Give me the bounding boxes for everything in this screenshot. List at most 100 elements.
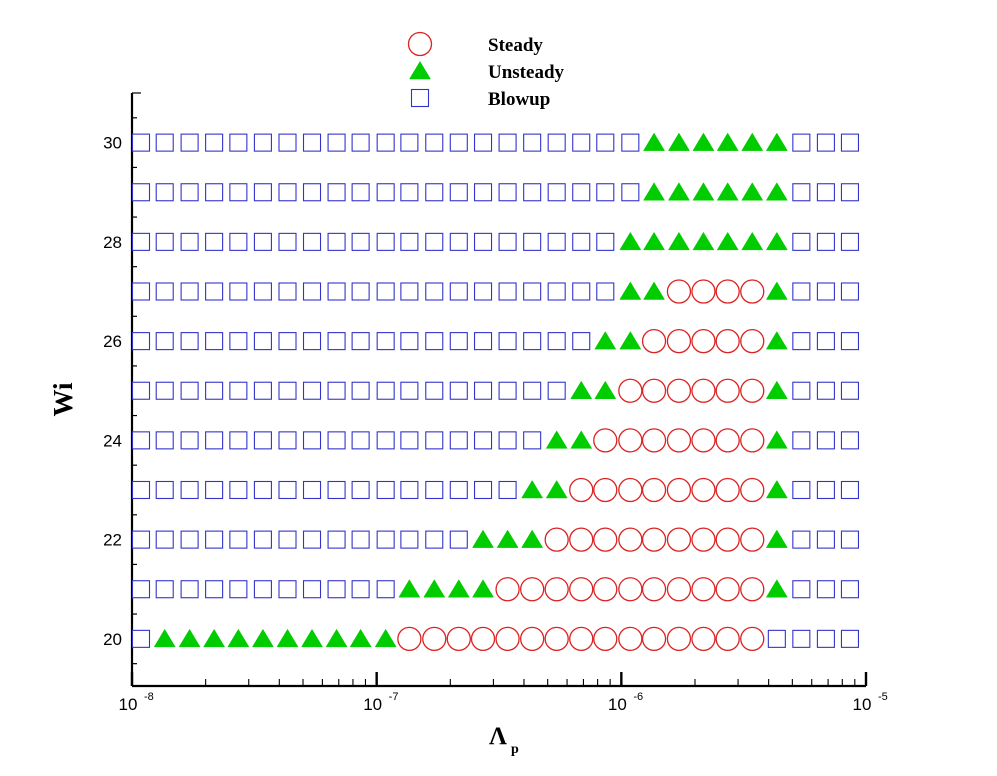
marker-triangle [472,579,494,598]
marker-square [449,332,468,351]
marker-triangle [765,529,788,548]
marker-square [498,183,517,202]
marker-triangle [716,132,739,151]
marker-square [351,332,370,351]
marker-square [302,332,322,351]
marker-circle [495,626,520,652]
marker-square [840,431,860,450]
marker-triangle [741,231,764,251]
marker-circle [740,477,765,503]
marker-square [400,381,419,400]
marker-circle [593,477,618,503]
marker-triangle [276,628,299,648]
marker-square [425,232,444,251]
marker-square [302,282,322,301]
marker-circle [446,626,471,652]
marker-square [816,183,835,202]
marker-square [792,381,811,400]
marker-square [400,480,419,500]
marker-square [572,232,591,251]
marker-square [376,183,395,202]
marker-square [327,530,346,549]
marker-square [278,530,297,549]
marker-circle [544,626,569,652]
marker-circle [715,328,740,354]
marker-square [449,480,468,500]
marker-square [229,282,248,301]
marker-square [205,580,224,599]
marker-square [547,183,566,202]
y-axis-title: Wi [48,382,78,417]
marker-square [131,431,151,450]
marker-square [253,431,272,450]
marker-triangle [716,231,739,251]
marker-square [449,232,468,251]
marker-square [302,580,322,599]
marker-triangle [667,132,690,151]
marker-square [449,530,468,549]
marker-square [473,183,493,202]
marker-square [596,282,615,301]
marker-square [425,133,444,152]
marker-square [376,282,395,301]
marker-square [205,381,224,400]
marker-square [523,133,542,152]
marker-circle [715,577,740,602]
marker-triangle [301,628,323,648]
marker-triangle [667,182,690,201]
marker-circle [618,527,643,552]
marker-square [155,282,174,301]
marker-circle [740,527,765,552]
marker-square [498,381,517,400]
marker-square [816,133,835,152]
x-tick-label: 10 [853,695,872,714]
marker-circle [691,428,716,453]
marker-triangle [765,430,788,449]
marker-triangle [765,132,788,151]
y-tick-label: 26 [103,332,122,351]
marker-square [816,530,835,549]
marker-square [449,381,468,400]
marker-square [473,232,493,251]
marker-square [473,332,493,351]
x-axis-title-subscript: p [511,742,519,757]
marker-triangle [570,380,593,399]
marker-circle [569,577,594,602]
marker-square [155,480,174,500]
marker-circle [641,477,667,503]
marker-square [229,133,248,152]
marker-square [180,431,199,450]
marker-square [400,183,419,202]
marker-square [205,431,224,450]
marker-circle [666,626,692,652]
marker-circle [593,527,618,552]
marker-triangle [374,628,397,648]
marker-circle [740,279,765,304]
marker-square [376,431,395,450]
marker-square [792,232,811,251]
legend-label: Steady [488,35,543,56]
marker-circle [666,477,692,503]
legend-label: Unsteady [488,62,565,83]
legend-marker-triangle [409,61,431,80]
marker-square [523,282,542,301]
marker-circle [715,378,740,403]
marker-triangle [570,430,593,449]
marker-triangle [594,331,617,350]
marker-circle [544,577,569,602]
legend: Steady Unsteady Blowup [407,31,565,110]
marker-square [840,282,860,301]
marker-square [792,183,811,202]
marker-square [302,530,322,549]
marker-circle [666,378,692,403]
marker-circle [666,428,692,453]
marker-square [205,480,224,500]
marker-triangle [619,331,642,350]
marker-circle [666,527,692,552]
marker-square [131,480,151,500]
x-axis-title: Λ [489,723,507,750]
marker-square [376,232,395,251]
marker-square [229,332,248,351]
marker-square [351,282,370,301]
marker-triangle [349,628,372,648]
